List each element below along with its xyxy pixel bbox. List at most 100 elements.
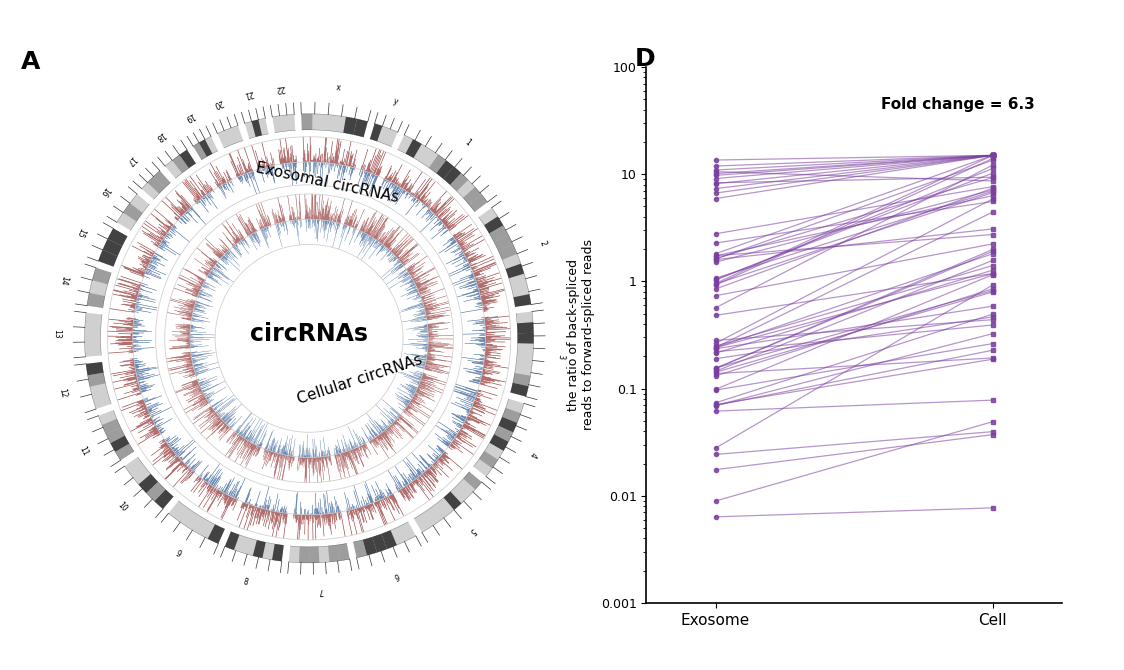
- Polygon shape: [245, 174, 251, 187]
- Polygon shape: [243, 438, 244, 440]
- Polygon shape: [466, 411, 469, 413]
- Polygon shape: [388, 421, 391, 425]
- Polygon shape: [152, 422, 154, 424]
- Polygon shape: [210, 192, 211, 194]
- Polygon shape: [464, 421, 475, 428]
- Polygon shape: [408, 281, 414, 284]
- Polygon shape: [399, 306, 424, 313]
- Polygon shape: [482, 371, 486, 372]
- Polygon shape: [407, 185, 411, 192]
- Polygon shape: [457, 431, 459, 432]
- Polygon shape: [316, 162, 317, 178]
- Polygon shape: [387, 178, 388, 180]
- Polygon shape: [410, 343, 428, 344]
- Polygon shape: [473, 368, 482, 371]
- Polygon shape: [252, 438, 254, 443]
- Polygon shape: [139, 385, 146, 387]
- Polygon shape: [399, 416, 411, 427]
- Polygon shape: [345, 452, 348, 460]
- Polygon shape: [145, 269, 147, 270]
- Polygon shape: [260, 164, 262, 169]
- Polygon shape: [212, 251, 220, 259]
- Polygon shape: [327, 152, 328, 163]
- Polygon shape: [420, 291, 432, 295]
- Polygon shape: [345, 200, 353, 224]
- Polygon shape: [251, 506, 254, 516]
- Polygon shape: [225, 413, 234, 423]
- Polygon shape: [133, 349, 142, 350]
- Polygon shape: [245, 232, 248, 236]
- Polygon shape: [133, 308, 135, 309]
- Polygon shape: [153, 251, 155, 253]
- Polygon shape: [188, 358, 192, 359]
- Polygon shape: [236, 478, 245, 499]
- Polygon shape: [413, 273, 426, 280]
- Polygon shape: [140, 402, 145, 404]
- Polygon shape: [133, 288, 139, 291]
- Polygon shape: [425, 304, 438, 308]
- Polygon shape: [395, 238, 414, 256]
- Polygon shape: [137, 377, 144, 379]
- Polygon shape: [279, 513, 282, 527]
- Polygon shape: [151, 421, 154, 423]
- Polygon shape: [190, 347, 194, 348]
- Polygon shape: [278, 219, 279, 223]
- Polygon shape: [425, 206, 426, 208]
- Polygon shape: [139, 288, 144, 290]
- Polygon shape: [357, 447, 360, 451]
- Polygon shape: [338, 448, 341, 454]
- Polygon shape: [379, 179, 386, 193]
- Polygon shape: [192, 358, 194, 359]
- Polygon shape: [135, 300, 137, 301]
- Polygon shape: [214, 265, 215, 266]
- Polygon shape: [420, 196, 425, 202]
- Polygon shape: [451, 403, 470, 411]
- Polygon shape: [254, 423, 265, 444]
- Polygon shape: [402, 183, 407, 189]
- Polygon shape: [409, 191, 411, 194]
- Polygon shape: [214, 472, 223, 487]
- Polygon shape: [513, 373, 531, 386]
- Polygon shape: [432, 227, 446, 239]
- Polygon shape: [405, 407, 406, 409]
- Polygon shape: [216, 263, 218, 265]
- Polygon shape: [343, 435, 348, 451]
- Polygon shape: [206, 274, 208, 275]
- Polygon shape: [392, 265, 404, 274]
- Polygon shape: [129, 405, 146, 413]
- Polygon shape: [281, 448, 283, 454]
- Polygon shape: [389, 496, 391, 499]
- Polygon shape: [142, 171, 171, 200]
- Polygon shape: [224, 479, 232, 493]
- Polygon shape: [438, 448, 444, 453]
- Polygon shape: [121, 265, 145, 275]
- Polygon shape: [517, 322, 534, 333]
- Polygon shape: [397, 256, 399, 258]
- Polygon shape: [423, 374, 426, 376]
- Polygon shape: [191, 320, 196, 322]
- Polygon shape: [169, 225, 172, 228]
- Polygon shape: [206, 271, 209, 274]
- Polygon shape: [137, 375, 143, 377]
- Polygon shape: [321, 208, 324, 220]
- Polygon shape: [171, 204, 183, 216]
- Polygon shape: [283, 509, 284, 513]
- Polygon shape: [356, 448, 361, 456]
- Polygon shape: [468, 263, 469, 265]
- Polygon shape: [441, 214, 448, 222]
- Polygon shape: [389, 176, 392, 182]
- Polygon shape: [410, 273, 415, 276]
- Polygon shape: [221, 180, 225, 184]
- Polygon shape: [152, 449, 172, 466]
- Polygon shape: [444, 452, 445, 454]
- Polygon shape: [352, 219, 356, 227]
- Polygon shape: [133, 330, 152, 332]
- Polygon shape: [443, 167, 461, 185]
- Polygon shape: [181, 208, 185, 212]
- Polygon shape: [414, 381, 419, 384]
- Polygon shape: [392, 494, 404, 516]
- Polygon shape: [188, 318, 191, 319]
- Polygon shape: [212, 268, 216, 269]
- Polygon shape: [363, 225, 368, 232]
- Polygon shape: [188, 458, 196, 467]
